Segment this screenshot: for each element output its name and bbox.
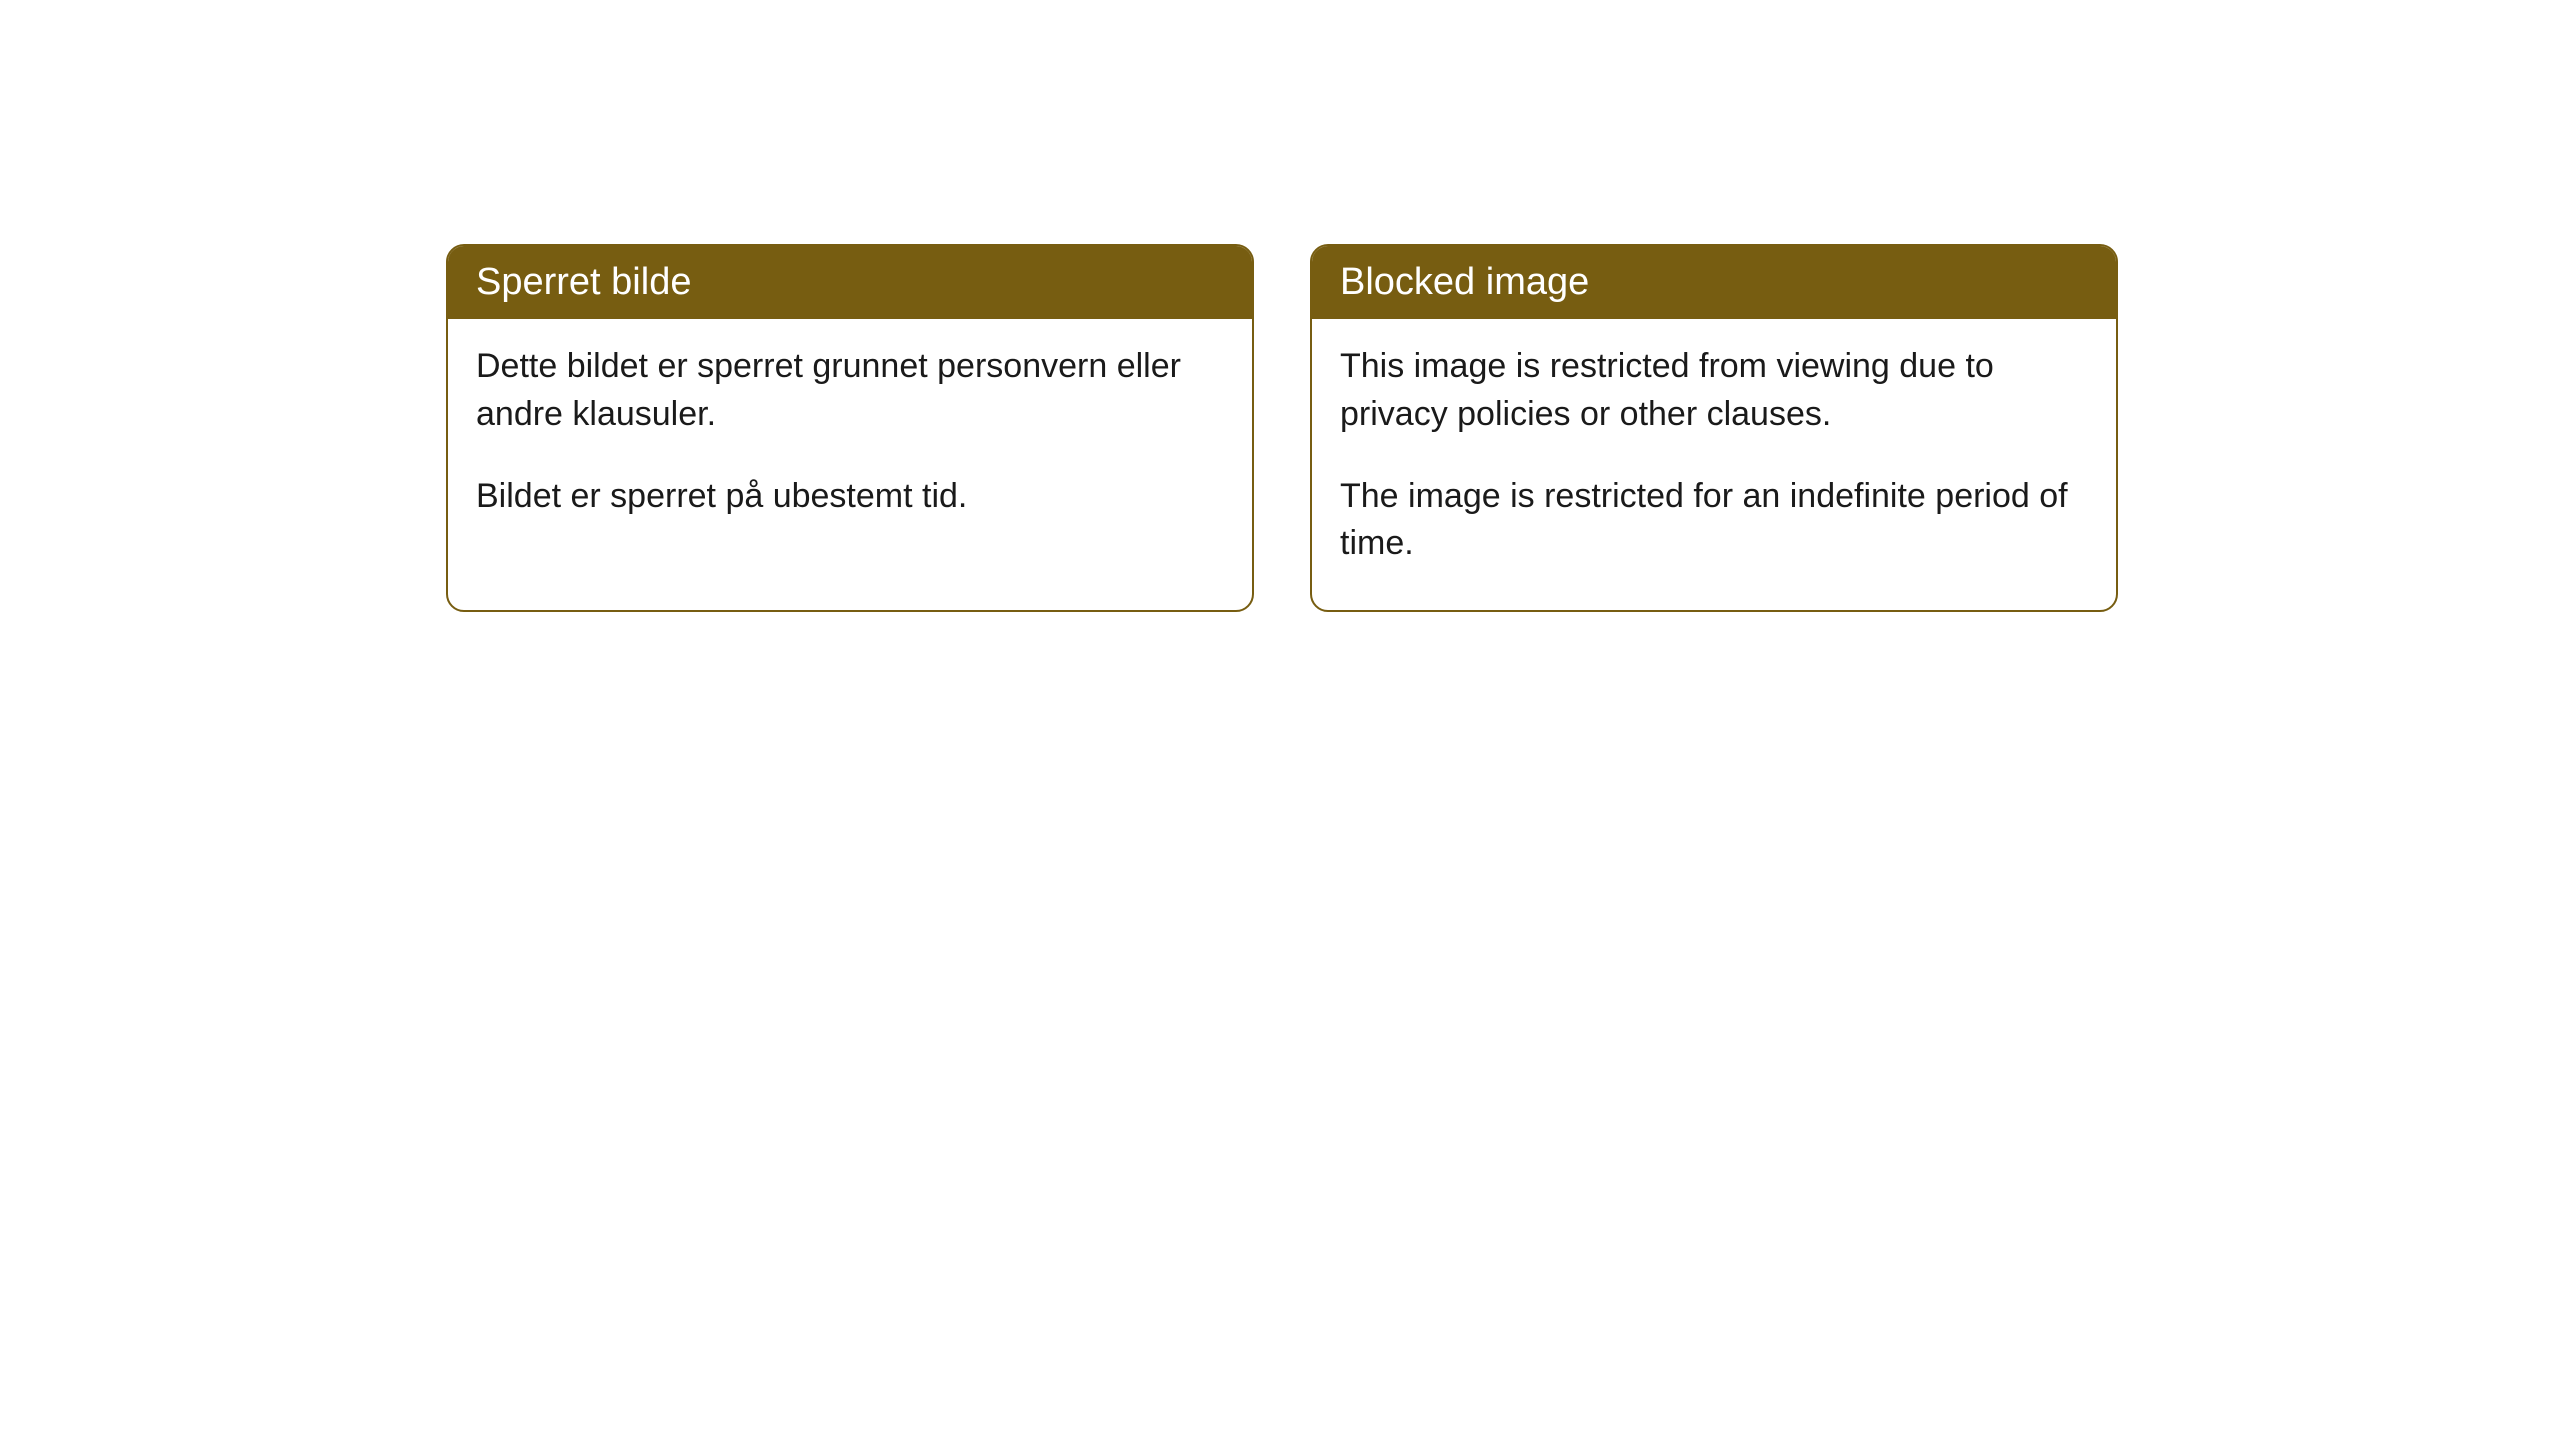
- card-header: Blocked image: [1312, 246, 2116, 319]
- card-header: Sperret bilde: [448, 246, 1252, 319]
- card-title: Sperret bilde: [476, 261, 691, 303]
- card-paragraph: The image is restricted for an indefinit…: [1340, 473, 2088, 568]
- card-paragraph: Bildet er sperret på ubestemt tid.: [476, 473, 1224, 521]
- card-paragraph: Dette bildet er sperret grunnet personve…: [476, 343, 1224, 438]
- card-body: This image is restricted from viewing du…: [1312, 319, 2116, 609]
- card-paragraph: This image is restricted from viewing du…: [1340, 343, 2088, 438]
- notice-cards-container: Sperret bilde Dette bildet er sperret gr…: [0, 0, 2560, 612]
- card-title: Blocked image: [1340, 261, 1589, 303]
- card-body: Dette bildet er sperret grunnet personve…: [448, 319, 1252, 562]
- blocked-image-card-norwegian: Sperret bilde Dette bildet er sperret gr…: [446, 244, 1254, 612]
- blocked-image-card-english: Blocked image This image is restricted f…: [1310, 244, 2118, 612]
